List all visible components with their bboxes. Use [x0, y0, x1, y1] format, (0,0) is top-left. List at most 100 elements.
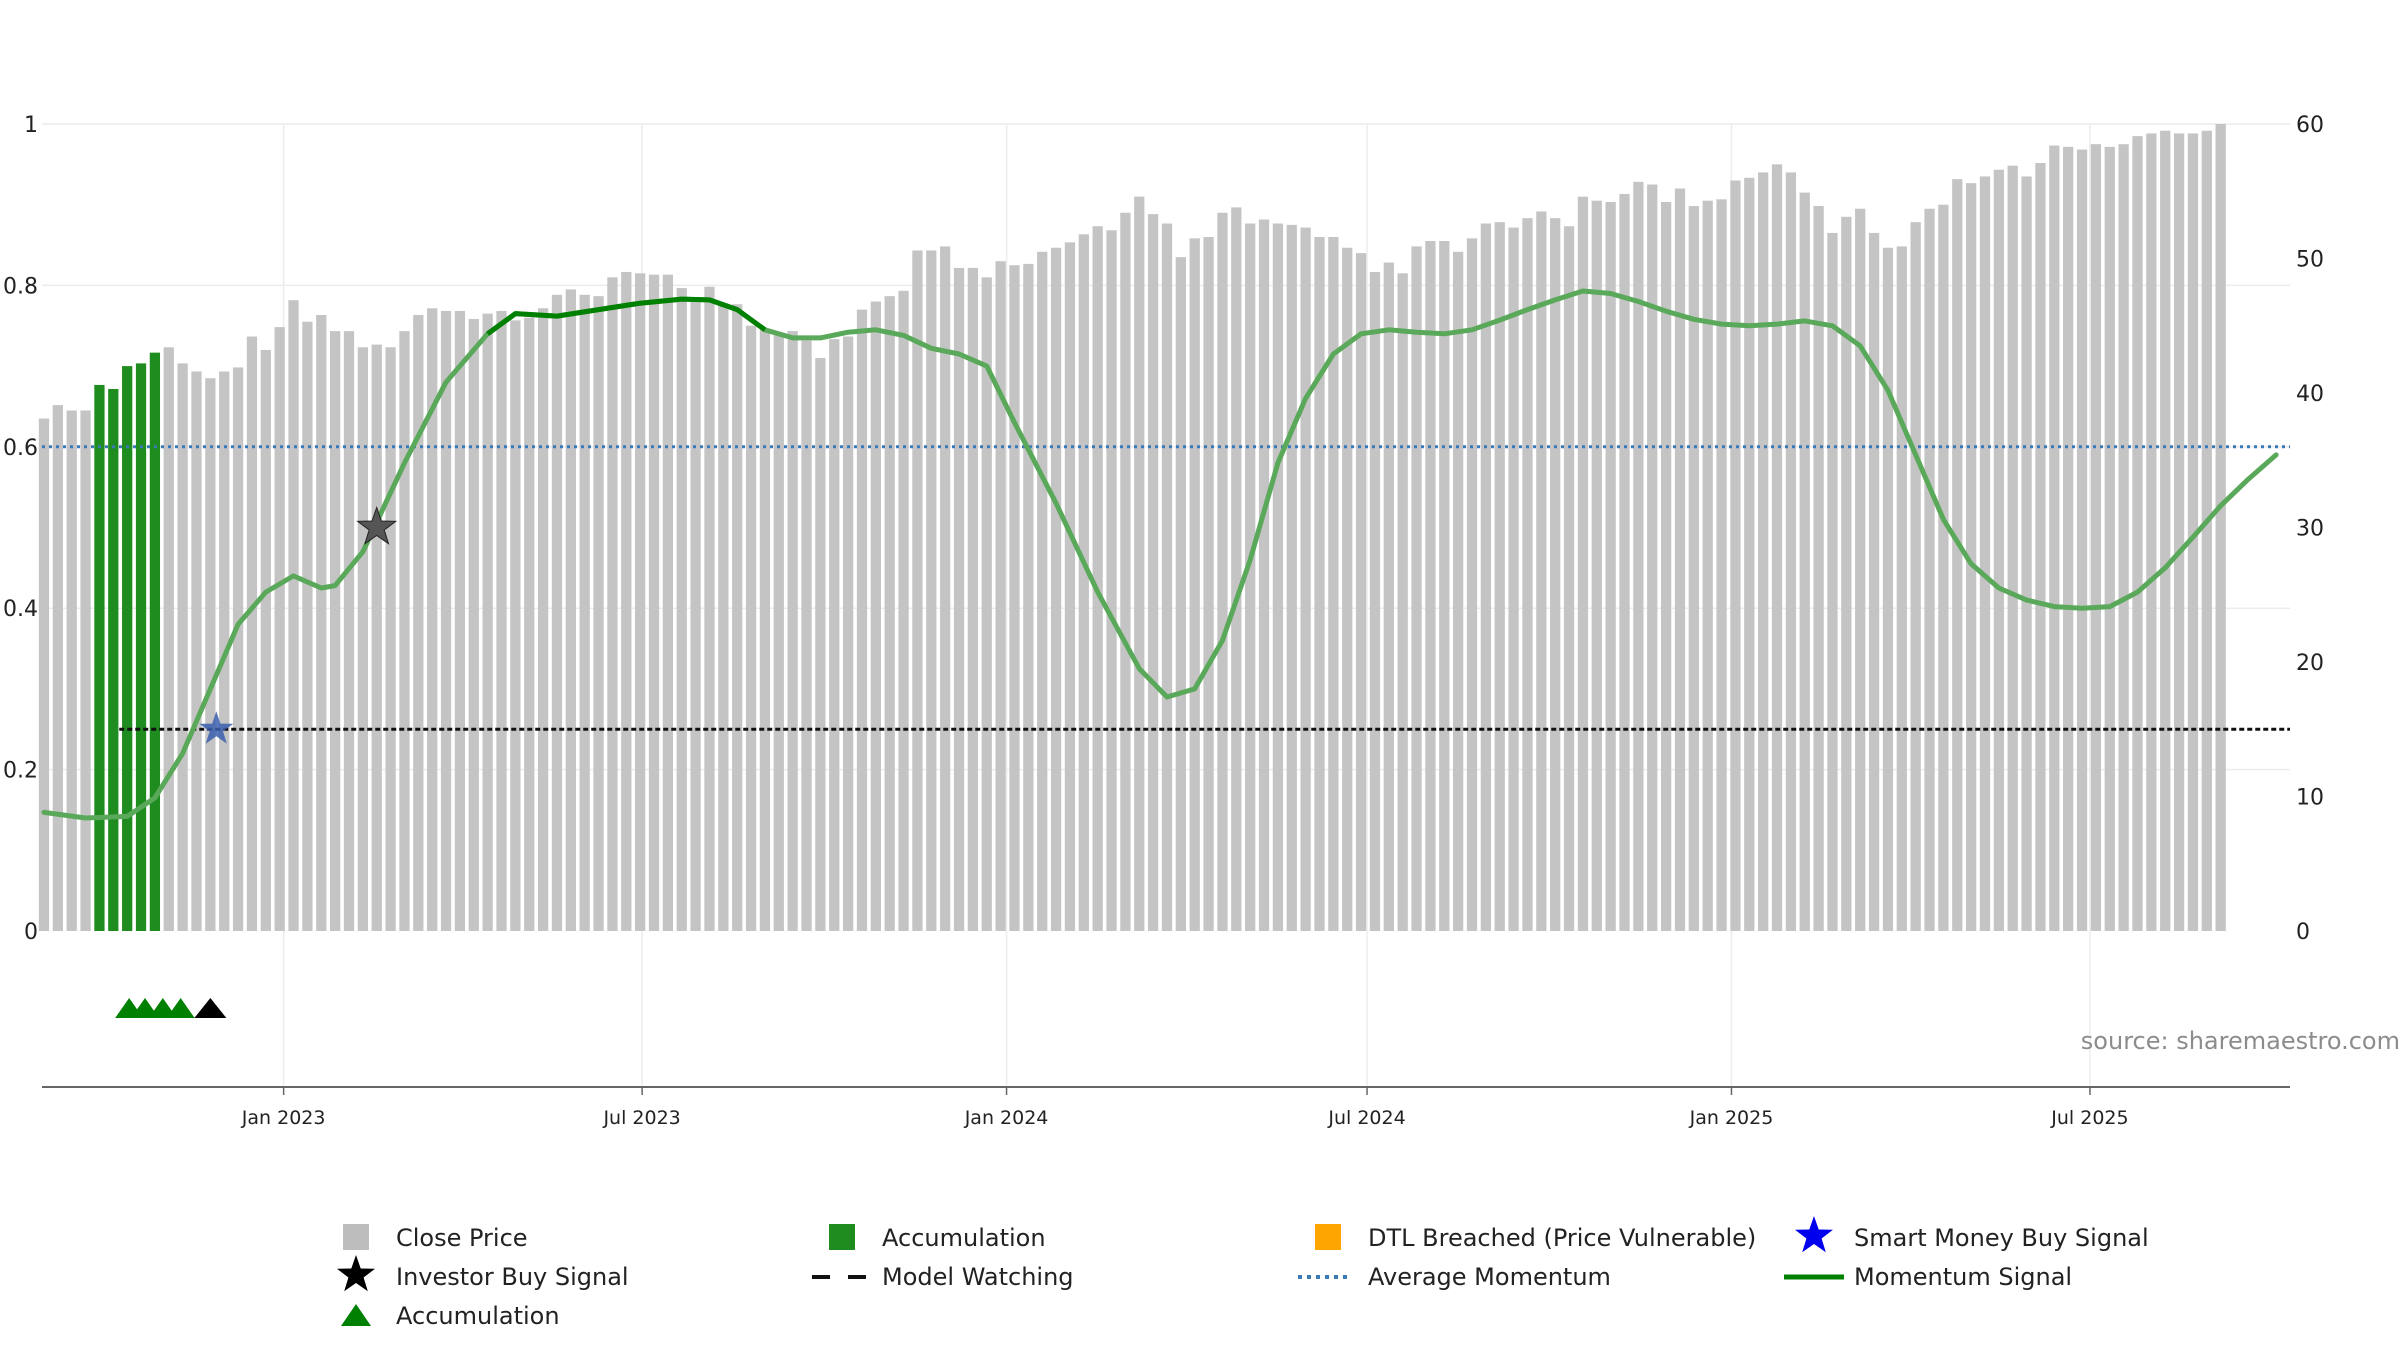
close-price-bar — [593, 296, 604, 931]
close-price-bar — [1660, 202, 1672, 931]
close-price-bar — [967, 267, 979, 931]
legend-item: Accumulation — [829, 1224, 1046, 1252]
legend-item: Investor Buy Signal — [337, 1255, 629, 1292]
close-price-bar — [745, 325, 757, 931]
close-price-bar — [1203, 236, 1214, 932]
close-price-bar — [1217, 212, 1228, 931]
smart-money-buy-signal-star — [199, 711, 234, 744]
close-price-bars — [38, 124, 2226, 932]
close-price-bar — [773, 335, 784, 931]
close-price-bar — [246, 336, 258, 931]
close-price-bar — [1425, 241, 1436, 931]
legend-item: Smart Money Buy Signal — [1795, 1216, 2149, 1253]
legend-close-price-swatch — [343, 1224, 369, 1250]
x-axis-tick-label: Jan 2024 — [964, 1107, 1049, 1129]
close-price-bar — [1813, 206, 1824, 932]
close-price-bar — [274, 327, 285, 932]
close-price-bar — [579, 294, 590, 931]
close-price-bar — [1120, 212, 1131, 931]
close-price-bar — [510, 320, 521, 931]
close-price-bar — [1037, 251, 1048, 931]
close-price-bar — [1314, 236, 1325, 932]
close-price-bar — [759, 329, 771, 931]
close-price-bar — [1688, 206, 1699, 932]
left-axis-tick-label: 0 — [24, 920, 38, 945]
close-price-bar — [1009, 265, 1020, 932]
close-price-bar — [565, 289, 576, 931]
close-price-bar — [1855, 208, 1866, 932]
close-price-bar — [1633, 181, 1644, 932]
model-watching-triangle — [194, 998, 227, 1018]
close-price-bar — [427, 308, 438, 931]
close-price-bar — [302, 321, 313, 932]
legend-accumulation-swatch — [829, 1224, 855, 1250]
close-price-bar — [205, 378, 216, 931]
close-price-bar — [496, 310, 507, 932]
close-price-bar — [1148, 214, 1159, 931]
right-axis-tick-label: 40 — [2296, 382, 2324, 407]
right-axis-tick-label: 50 — [2296, 248, 2324, 273]
close-price-bar — [177, 363, 188, 931]
close-price-bar — [2215, 124, 2226, 931]
close-price-bar — [1134, 196, 1145, 931]
x-axis-tick-label: Jul 2024 — [1327, 1107, 1405, 1129]
close-price-bar — [1536, 211, 1547, 932]
legend-label: Model Watching — [882, 1263, 1074, 1291]
close-price-bar — [288, 300, 299, 931]
close-price-bar — [801, 340, 812, 931]
legend-label: DTL Breached (Price Vulnerable) — [1368, 1224, 1756, 1252]
close-price-bar — [2007, 165, 2018, 931]
close-price-bar — [38, 418, 50, 931]
close-price-bar — [648, 274, 660, 931]
close-price-bar — [1050, 247, 1062, 932]
close-price-bar — [537, 308, 549, 931]
close-price-bar — [1466, 238, 1478, 931]
accumulation-bar — [108, 388, 119, 932]
close-price-bar — [1882, 247, 1894, 932]
close-price-bar — [1785, 172, 1797, 932]
close-price-bar — [1369, 271, 1381, 931]
legend-item: Average Momentum — [1298, 1263, 1611, 1291]
legend: Close Price Accumulation DTL Breached (Pri… — [337, 1216, 2149, 1330]
right-axis-tick-label: 20 — [2296, 651, 2324, 676]
accumulation-triangle — [148, 998, 177, 1018]
close-price-bar — [690, 301, 701, 931]
right-axis-tick-label: 60 — [2296, 113, 2324, 138]
close-price-bar — [440, 310, 452, 932]
close-price-bar — [1577, 196, 1589, 931]
close-price-bar — [1453, 251, 1464, 931]
close-price-bar — [468, 319, 479, 931]
close-price-bar — [1383, 262, 1394, 931]
accumulation-bar — [149, 352, 161, 931]
right-axis-tick-label: 30 — [2296, 517, 2324, 542]
legend-dtl-swatch — [1315, 1224, 1341, 1250]
close-price-bar — [1508, 227, 1519, 931]
x-axis-tick-label: Jul 2025 — [2050, 1107, 2128, 1129]
close-price-bar — [330, 331, 341, 931]
x-axis-tick-label: Jan 2023 — [241, 1107, 326, 1129]
close-price-bar — [884, 296, 895, 931]
momentum-signal-line — [41, 288, 2279, 821]
close-price-bar — [357, 347, 368, 931]
close-price-bar — [80, 410, 91, 931]
signal-markers — [115, 505, 398, 1018]
close-price-bar — [1023, 263, 1034, 931]
close-price-bar — [2187, 133, 2199, 932]
close-price-bar — [1175, 257, 1186, 931]
legend-item: DTL Breached (Price Vulnerable) — [1315, 1224, 1756, 1252]
close-price-bar — [621, 271, 632, 931]
close-price-bar — [842, 336, 854, 931]
close-price-bar — [551, 294, 563, 931]
close-price-bar — [1674, 188, 1686, 931]
close-price-bar — [718, 304, 729, 932]
right-axis-tick-label: 0 — [2296, 920, 2310, 945]
close-price-bar — [787, 331, 798, 931]
close-price-bar — [1744, 177, 1755, 932]
close-price-bar — [912, 250, 923, 931]
close-price-bar — [995, 261, 1006, 931]
left-axis-tick-label: 0.4 — [3, 597, 38, 622]
close-price-bar — [1272, 223, 1284, 931]
accumulation-triangle — [130, 998, 159, 1018]
close-price-bar — [1106, 230, 1117, 931]
